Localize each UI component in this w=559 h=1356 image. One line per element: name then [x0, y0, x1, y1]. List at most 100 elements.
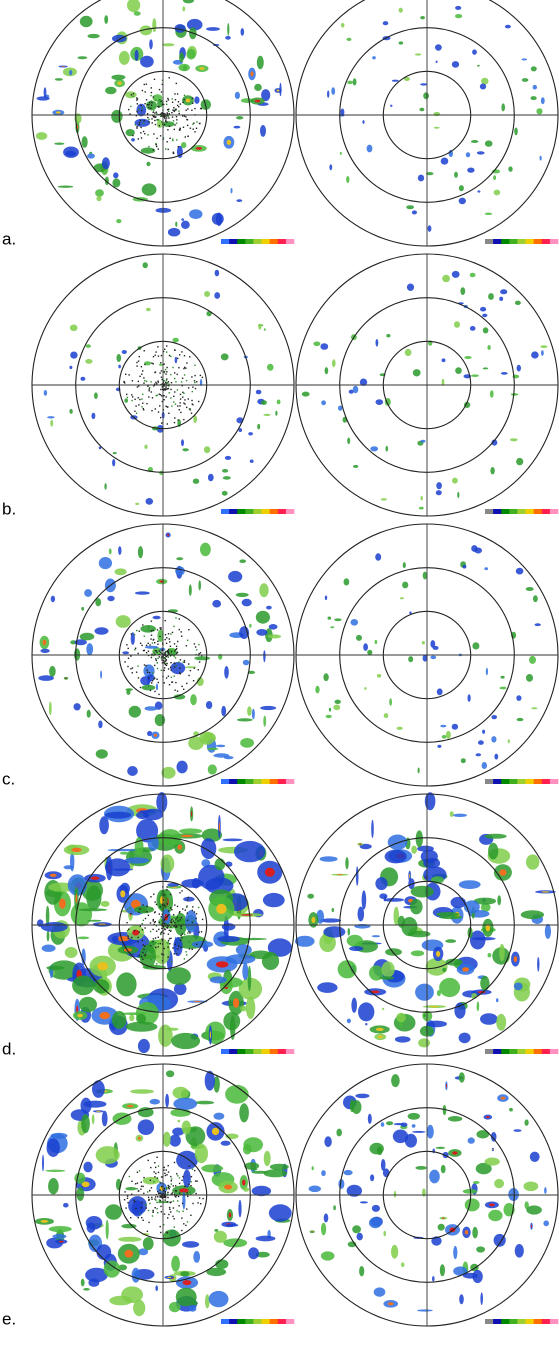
- echo: [112, 459, 115, 466]
- color-bar-segment: [286, 239, 294, 244]
- echo-core: [436, 951, 440, 957]
- echo: [480, 307, 486, 312]
- clutter: [153, 96, 154, 97]
- echo: [135, 503, 139, 505]
- clutter: [198, 907, 199, 908]
- echo: [437, 688, 443, 695]
- clutter: [127, 930, 128, 931]
- echo: [182, 1121, 191, 1135]
- echo: [58, 186, 74, 188]
- clutter: [159, 922, 160, 923]
- echo: [175, 222, 177, 227]
- color-bar-segment: [517, 779, 525, 784]
- clutter: [124, 1199, 125, 1200]
- clutter: [161, 1176, 162, 1177]
- clutter: [165, 661, 166, 662]
- clutter: [174, 111, 175, 112]
- color-bar-segment: [526, 509, 534, 514]
- echo: [371, 820, 374, 838]
- clutter: [171, 1178, 172, 1179]
- clutter: [151, 92, 152, 93]
- clutter: [182, 1211, 183, 1212]
- clutter: [194, 382, 195, 383]
- echo: [269, 1204, 292, 1221]
- echo: [362, 120, 364, 124]
- echo: [347, 1019, 351, 1024]
- clutter: [153, 944, 154, 945]
- clutter: [192, 910, 193, 911]
- clutter: [167, 129, 168, 130]
- clutter: [148, 1199, 149, 1200]
- clutter: [167, 1232, 168, 1233]
- echo: [468, 1137, 475, 1143]
- clutter: [150, 896, 151, 897]
- clutter: [183, 393, 184, 394]
- clutter: [129, 113, 130, 114]
- echo: [351, 619, 359, 626]
- echo: [166, 1070, 174, 1077]
- echo-core: [193, 1001, 201, 1002]
- clutter: [153, 938, 154, 939]
- clutter: [146, 1207, 147, 1208]
- clutter: [144, 636, 145, 637]
- echo: [102, 1111, 108, 1127]
- clutter: [175, 927, 176, 928]
- clutter: [142, 624, 143, 625]
- clutter: [186, 380, 187, 381]
- echo: [325, 596, 327, 601]
- echo: [473, 1181, 480, 1184]
- clutter: [141, 374, 142, 375]
- echo-core: [255, 100, 261, 103]
- echo: [415, 1166, 426, 1170]
- echo: [49, 666, 56, 677]
- clutter: [146, 652, 147, 653]
- clutter: [182, 1203, 183, 1204]
- clutter: [156, 113, 157, 114]
- echo: [104, 483, 106, 490]
- echo: [465, 1198, 480, 1211]
- echo: [215, 858, 226, 870]
- clutter: [160, 135, 161, 136]
- echo: [452, 271, 460, 278]
- echo: [531, 96, 537, 100]
- color-bar-segment: [237, 779, 245, 784]
- color-bar-segment: [278, 239, 286, 244]
- echo: [399, 41, 404, 44]
- echo: [225, 862, 232, 867]
- clutter: [137, 941, 138, 942]
- echo: [242, 963, 248, 980]
- clutter: [160, 906, 161, 907]
- echo: [248, 432, 253, 435]
- clutter: [132, 396, 133, 397]
- clutter: [153, 652, 154, 653]
- echo: [321, 400, 326, 405]
- clutter: [170, 374, 171, 375]
- clutter: [184, 934, 185, 935]
- echo: [134, 906, 154, 914]
- echo: [138, 546, 143, 558]
- clutter: [187, 108, 188, 109]
- clutter: [155, 1173, 156, 1174]
- echo-core: [124, 1250, 133, 1258]
- clutter: [164, 1188, 165, 1189]
- clutter: [165, 369, 166, 370]
- clutter: [153, 894, 154, 895]
- echo: [324, 1136, 331, 1147]
- clutter: [177, 405, 178, 406]
- echo: [81, 1279, 85, 1287]
- clutter: [175, 682, 176, 683]
- echo: [335, 700, 341, 704]
- clutter: [131, 937, 132, 938]
- clutter: [137, 666, 138, 667]
- clutter: [181, 917, 182, 918]
- clutter: [167, 423, 168, 424]
- clutter: [186, 954, 187, 955]
- clutter: [155, 408, 156, 409]
- echo: [459, 1072, 465, 1082]
- echo: [368, 1114, 372, 1124]
- echo: [96, 1146, 120, 1164]
- echo: [440, 725, 446, 728]
- clutter: [142, 904, 143, 905]
- clutter: [186, 907, 187, 908]
- echo: [526, 854, 539, 869]
